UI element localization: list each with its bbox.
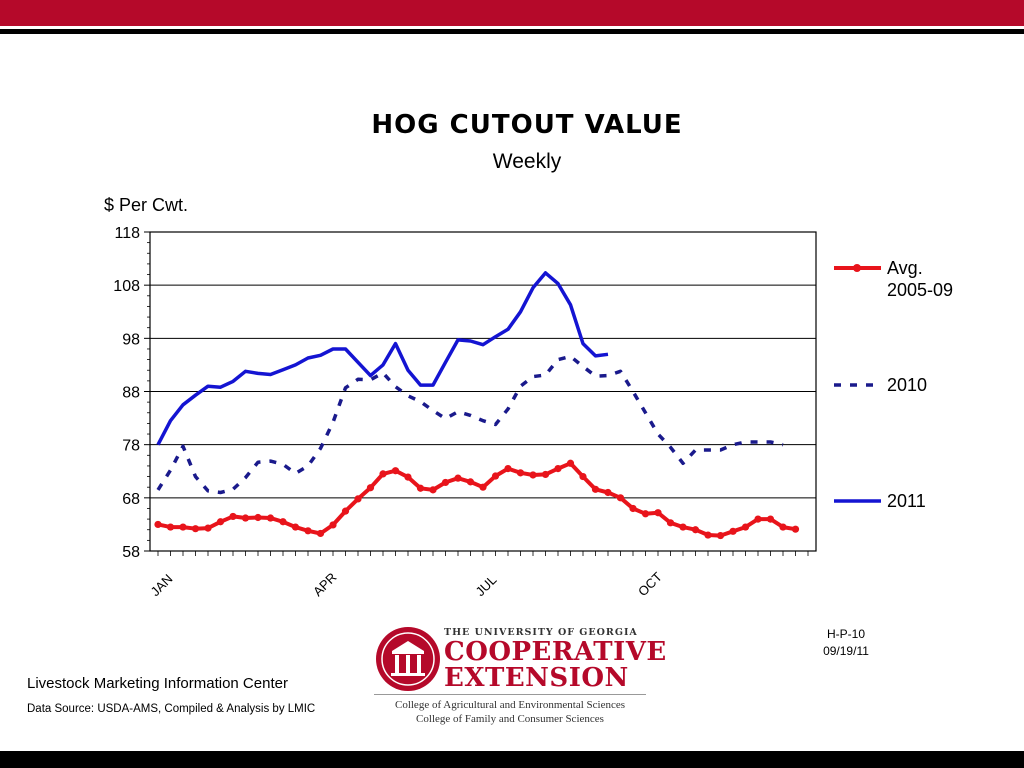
series-line-2011 [156, 271, 609, 446]
series-point-avg [729, 527, 737, 535]
series-point-avg [429, 486, 437, 494]
series-point-avg [154, 520, 162, 529]
series-point-avg [779, 523, 787, 531]
series-point-avg [166, 523, 175, 531]
series-point-avg [566, 459, 575, 467]
top-brand-band [0, 0, 1024, 26]
series-point-avg [541, 470, 550, 479]
footer-center-name: Livestock Marketing Information Center [27, 675, 288, 692]
series-point-avg [616, 494, 625, 502]
chart-code: H-P-10 [826, 627, 865, 641]
series-point-avg [279, 518, 287, 526]
series-point-avg [479, 483, 487, 491]
x-tick-label: JAN [148, 571, 176, 599]
y-tick-label: 78 [122, 438, 140, 455]
legend-label-line: 2005-09 [887, 280, 953, 300]
legend-label: Avg. 2005-09 [887, 258, 953, 300]
series-point-avg [754, 515, 762, 523]
y-tick-label: 98 [122, 331, 140, 348]
legend-label: 2010 [887, 375, 927, 395]
x-tick-label: APR [310, 570, 340, 600]
series-point-avg [416, 484, 425, 492]
series-point-avg [341, 507, 350, 515]
chart-subtitle: Weekly [492, 150, 562, 173]
uga-cooperative-extension-logo: THE UNIVERSITY OF GEORGIA COOPERATIVE EX… [372, 622, 666, 730]
y-tick-label: 108 [113, 278, 140, 295]
series-point-avg [316, 529, 325, 538]
series-point-avg [354, 495, 362, 503]
top-rule [0, 29, 1024, 34]
series-point-avg [604, 488, 612, 497]
series-point-avg [266, 514, 275, 522]
series-point-avg [691, 526, 700, 534]
y-tick-label: 58 [122, 544, 140, 561]
series-point-avg [304, 527, 312, 535]
footer-data-source: Data Source: USDA-AMS, Compiled & Analys… [27, 703, 316, 715]
series-point-avg [504, 464, 512, 473]
x-tick-label: OCT [635, 569, 665, 599]
logo-college-2: College of Family and Consumer Sciences [416, 713, 604, 725]
chart-code-block: H-P-10 09/19/11 [800, 626, 892, 660]
legend-marker [853, 264, 861, 272]
series-point-avg [329, 521, 337, 529]
series-point-avg [716, 531, 725, 540]
legend-label-line: 2011 [887, 491, 926, 511]
series-point-avg [516, 469, 525, 477]
x-tick-label: JUL [473, 572, 500, 599]
series-point-avg [591, 485, 600, 493]
legend-label-line: 2010 [887, 375, 927, 395]
y-tick-label: 118 [114, 225, 140, 242]
series-point-avg [179, 523, 187, 531]
chart-title: HOG CUTOUT VALUE [371, 110, 683, 140]
series-point-avg [404, 473, 412, 481]
series-point-avg [579, 472, 587, 481]
series-point-avg [391, 467, 400, 475]
series-line-2010 [156, 354, 784, 495]
hog-cutout-chart: $ Per Cwt. 58 68 78 88 98 108 118 JAN APR JUL OCT… [104, 195, 953, 600]
series-point-avg [679, 523, 687, 531]
logo-cooperative: COOPERATIVE [444, 637, 667, 667]
series-point-avg [441, 478, 450, 487]
bottom-band [0, 751, 1024, 768]
series-point-avg [216, 518, 225, 526]
y-axis-label: $ Per Cwt. [104, 195, 188, 215]
series-point-avg [554, 464, 562, 473]
series-point-avg [204, 524, 212, 532]
series-point-avg [229, 512, 237, 521]
series-line-avg-2005-09 [157, 461, 796, 538]
series-point-avg [666, 519, 675, 527]
legend-label-line: Avg. [887, 258, 923, 278]
series-point-avg [704, 531, 712, 539]
series-point-avg [366, 484, 375, 492]
series-point-avg [529, 471, 537, 479]
y-tick-label: 68 [122, 491, 140, 508]
arch-seal-icon [376, 627, 440, 691]
logo-college-1: College of Agricultural and Environmenta… [394, 699, 626, 711]
series-point-avg [491, 472, 500, 480]
series-point-avg [641, 510, 650, 518]
series-point-avg [454, 474, 462, 482]
chart-date: 09/19/11 [823, 644, 869, 658]
series-point-avg [466, 478, 475, 486]
series-point-avg [379, 470, 387, 478]
series-point-avg [654, 509, 662, 517]
series-point-avg [791, 525, 800, 533]
series-point-avg [191, 525, 200, 533]
series-point-avg [241, 514, 250, 522]
logo-divider [374, 694, 646, 695]
logo-university: THE UNIVERSITY OF GEORGIA [444, 627, 638, 638]
series-point-avg [766, 515, 775, 523]
series-point-avg [629, 504, 637, 513]
logo-extension: EXTENSION [444, 663, 629, 693]
y-tick-label: 88 [122, 385, 140, 402]
legend-label: 2011 [887, 491, 926, 511]
series-point-avg [741, 523, 750, 531]
series-point-avg [291, 523, 300, 531]
series-point-avg [254, 513, 262, 522]
